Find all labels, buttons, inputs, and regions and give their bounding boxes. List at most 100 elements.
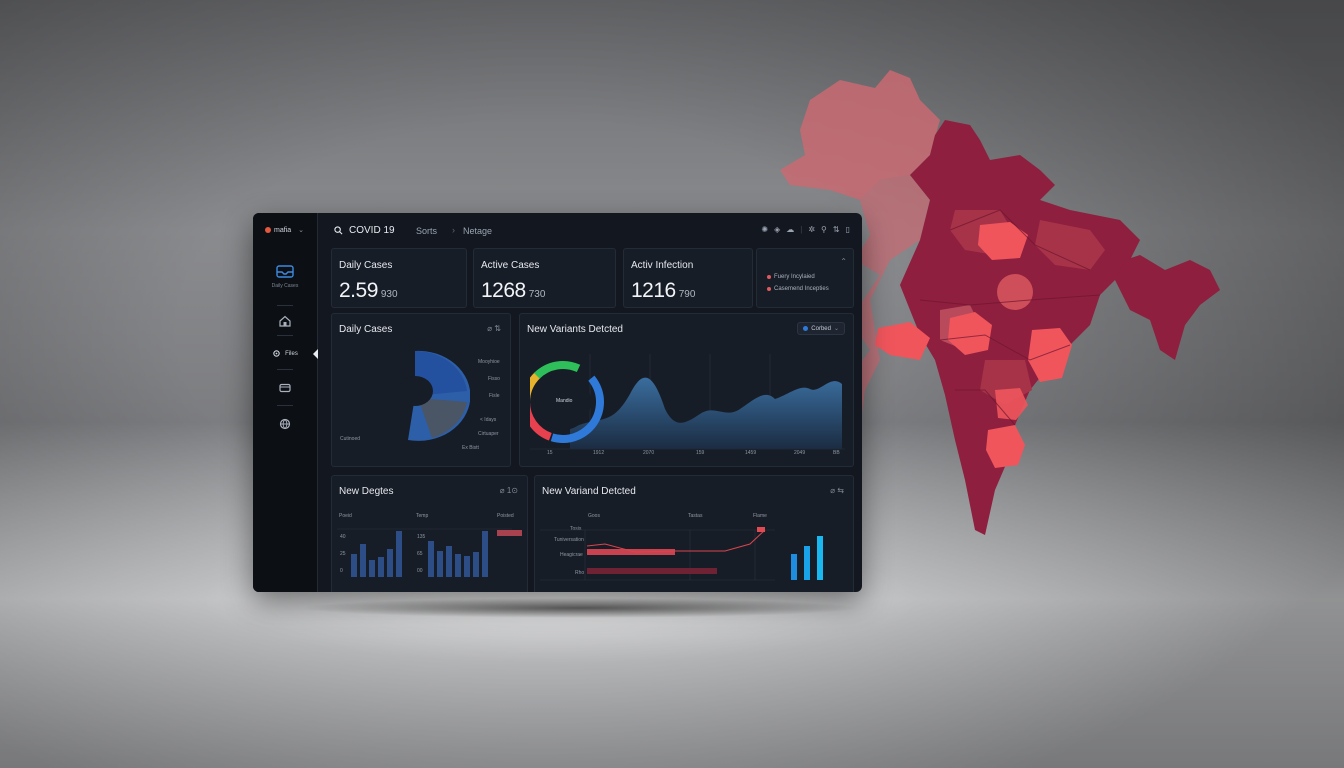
search-bar[interactable]: COVID 19	[334, 225, 395, 236]
chevron-down-icon: ⌄	[833, 326, 839, 332]
y-tick: 0	[340, 568, 343, 574]
tab-netage[interactable]: Netage	[463, 226, 493, 236]
variand-chart	[540, 527, 823, 581]
pie-label: < Idays	[480, 417, 497, 423]
sidebar-item-daily-cases[interactable]: Daily Cases	[253, 263, 317, 289]
bar	[446, 546, 452, 577]
filter-dot-icon	[803, 326, 809, 331]
map-hotspot-1	[978, 222, 1028, 260]
map-hotspot-3	[1028, 328, 1072, 382]
filter-dropdown[interactable]: Corbed ⌄	[797, 322, 845, 335]
row-label: Tosis	[570, 526, 582, 532]
dashboard-window: mafia ⌄ Daily Cases Files	[253, 213, 862, 592]
progress-bar	[587, 568, 717, 574]
sidebar-divider	[277, 335, 293, 336]
sidebar-item-home[interactable]	[253, 315, 317, 327]
column-label: Tastas	[688, 513, 703, 519]
map-region-kashmir	[930, 120, 980, 155]
row-label: Rho	[575, 570, 585, 576]
sidebar-item-globe[interactable]	[253, 418, 317, 430]
sort-icon[interactable]: ⇅	[832, 225, 840, 234]
bar	[464, 556, 470, 577]
card-action-icons[interactable]: ⌀ 1⊙	[499, 486, 518, 495]
bar	[351, 554, 357, 577]
kpi-unit: 730	[528, 289, 546, 300]
x-tick: 1912	[593, 450, 605, 456]
new-degtes-bars	[337, 528, 522, 577]
map-gujarat	[875, 322, 930, 360]
donut-center-label: Mandio	[556, 398, 573, 404]
expand-icon[interactable]: ⌃	[840, 257, 847, 266]
pie-label: Cirtuaper	[478, 431, 499, 437]
selection-marker	[313, 349, 318, 359]
home-icon	[279, 315, 291, 327]
cloud-icon[interactable]: ☁	[786, 225, 795, 234]
pie-hole	[397, 376, 433, 406]
bar	[369, 560, 375, 577]
card-action-icons[interactable]: ⌀ ⇅	[487, 324, 501, 333]
kpi-card-daily-cases[interactable]: Daily Cases 2.59 930	[331, 248, 467, 308]
map-region-northeast	[1115, 255, 1220, 360]
x-tick: ВВ	[833, 450, 840, 456]
card-title: New Variand Detcted	[542, 486, 636, 497]
tab-sorts[interactable]: Sorts	[416, 226, 438, 236]
pie-slice-gray	[418, 398, 467, 438]
bar	[455, 554, 461, 577]
bug-icon[interactable]: ✺	[761, 225, 769, 234]
inbox-icon	[276, 265, 294, 278]
pin-icon[interactable]: ⚲	[821, 225, 827, 234]
indicator-bar	[497, 530, 522, 536]
map-hotspot-ring	[997, 274, 1033, 310]
brand-switcher[interactable]: mafia ⌄	[265, 226, 304, 234]
variants-area-chart	[530, 354, 845, 450]
kpi-card-active-infection[interactable]: Activ Infection 1216 790	[623, 248, 753, 308]
x-tick: 2049	[794, 450, 806, 456]
x-tick: 159	[696, 450, 705, 456]
top-bar: COVID 19 Sorts › Netage ✺ ◈ ☁ | ✲ ⚲ ⇅ ▯	[317, 213, 862, 247]
sidebar-item-cards[interactable]	[253, 383, 317, 393]
map-region-west	[840, 175, 930, 430]
search-icon	[334, 226, 343, 235]
column-label: Poisted	[497, 513, 514, 519]
sidebar-divider	[277, 369, 293, 370]
y-tick: 40	[340, 534, 346, 540]
legend-swatch	[767, 287, 771, 291]
bar	[804, 546, 810, 580]
sidebar-item-files[interactable]: Files	[253, 349, 317, 358]
gear-icon[interactable]: ✲	[808, 225, 816, 234]
new-variand-card: New Variand Detcted ⌀ ⇆ Goos Tastas Flam…	[534, 475, 854, 592]
kpi-value: 2.59 930	[339, 279, 398, 303]
column-label: Flame	[753, 513, 767, 519]
india-choropleth-map	[780, 70, 1220, 535]
card-title: Daily Cases	[339, 324, 393, 335]
pie-label: Fisso	[488, 376, 500, 382]
x-tick: 15	[547, 450, 553, 456]
sidebar-item-label: Daily Cases	[271, 283, 299, 289]
bar	[482, 531, 488, 577]
bar	[817, 536, 823, 580]
card-action-icons[interactable]: ⌀ ⇆	[830, 486, 844, 495]
bar	[396, 531, 402, 577]
legend-card: Fuery Incylaied Casemend Incepties ⌃	[756, 248, 854, 308]
column-label: Goos	[588, 513, 600, 519]
legend-item: Fuery Incylaied	[767, 274, 815, 280]
y-tick: 135	[417, 534, 426, 540]
legend-label: Fuery Incylaied	[774, 274, 815, 280]
card-title: New Degtes	[339, 486, 394, 497]
map-region-north	[780, 70, 940, 200]
legend-label: Casemend Incepties	[774, 286, 829, 292]
kpi-title: Activ Infection	[631, 260, 694, 271]
bar	[791, 554, 797, 580]
map-hotspot-2	[948, 312, 992, 355]
kpi-card-active-cases[interactable]: Active Cases 1268 730	[473, 248, 616, 308]
pie-chart	[397, 350, 470, 441]
bar	[378, 557, 384, 577]
x-tick: 1459	[745, 450, 757, 456]
shield-icon[interactable]: ◈	[774, 225, 781, 234]
trend-line	[586, 529, 766, 553]
row-label: Tuniversation	[554, 537, 584, 543]
search-text: COVID 19	[349, 225, 395, 236]
kpi-title: Active Cases	[481, 260, 540, 271]
brand-name: mafia	[274, 226, 292, 234]
doc-icon[interactable]: ▯	[845, 225, 850, 234]
